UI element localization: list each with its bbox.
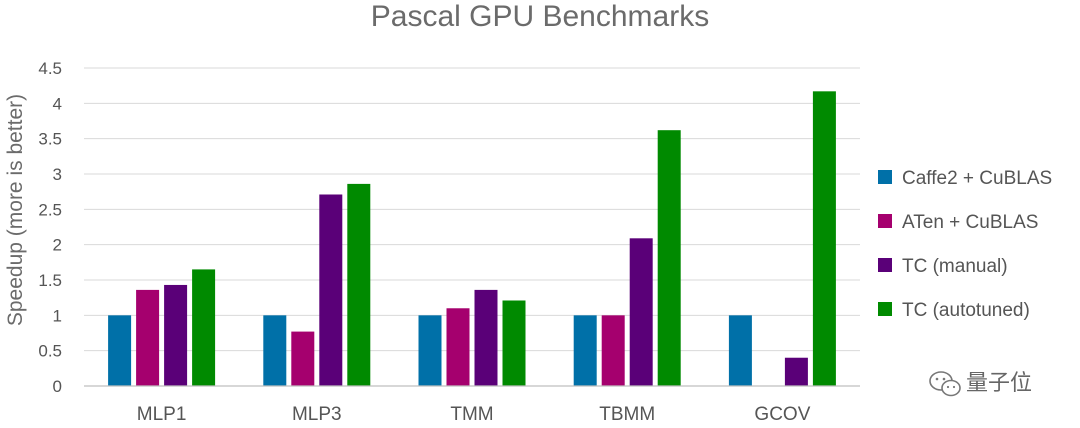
y-tick-label: 0.5 [38,342,62,361]
category-labels: MLP1 MLP3 TMM TBMM GCOV [137,404,811,425]
bar-tmm-series-0 [418,315,442,386]
category-label: MLP3 [292,404,342,425]
legend-label: ATen + CuBLAS [902,212,1038,233]
bar-tbmm-series-2 [629,238,653,386]
legend-swatch [878,214,892,228]
y-tick-label: 4.5 [38,59,62,78]
legend-swatch [878,258,892,272]
bars [108,91,836,386]
bar-gcov-series-2 [784,357,808,386]
y-tick-labels: 0 0.5 1 1.5 2 2.5 3 3.5 4 4.5 [38,59,62,396]
bar-mlp3-series-3 [347,183,371,386]
legend-label: Caffe2 + CuBLAS [902,168,1052,189]
bar-tbmm-series-1 [601,315,625,386]
category-label: TMM [450,404,493,425]
bar-tbmm-series-0 [573,315,597,386]
y-tick-label: 2.5 [38,200,62,219]
bar-tmm-series-2 [474,289,498,386]
bar-mlp1-series-3 [192,269,216,386]
bar-mlp1-series-2 [164,284,188,386]
legend-label: TC (autotuned) [902,300,1030,321]
watermark-text: 量子位 [966,370,1032,395]
y-tick-label: 1 [53,306,62,325]
bar-tmm-series-1 [446,308,470,386]
bar-gcov-series-3 [812,91,836,386]
legend-label: TC (manual) [902,256,1008,277]
y-tick-label: 0 [53,377,62,396]
y-tick-label: 4 [53,94,62,113]
bar-tmm-series-3 [502,300,526,386]
y-tick-label: 3.5 [38,130,62,149]
bar-mlp1-series-0 [108,315,132,386]
wechat-icon [929,371,961,397]
legend-swatch [878,302,892,316]
legend-swatch [878,170,892,184]
category-label: TBMM [599,404,655,425]
category-label: GCOV [754,404,810,425]
watermark: 量子位 [929,370,1032,397]
bar-mlp3-series-1 [291,331,315,386]
y-axis-label: Speedup (more is better) [4,94,27,326]
y-tick-label: 2 [53,236,62,255]
bar-mlp3-series-2 [319,194,343,386]
bar-tbmm-series-3 [657,130,681,386]
chart-title: Pascal GPU Benchmarks [371,0,709,33]
bar-mlp3-series-0 [263,315,287,386]
category-label: MLP1 [137,404,187,425]
bar-gcov-series-0 [728,315,752,386]
legend: Caffe2 + CuBLAS ATen + CuBLAS TC (manual) T… [878,168,1052,321]
bar-mlp1-series-1 [136,289,160,386]
y-tick-label: 1.5 [38,271,62,290]
y-tick-label: 3 [53,165,62,184]
